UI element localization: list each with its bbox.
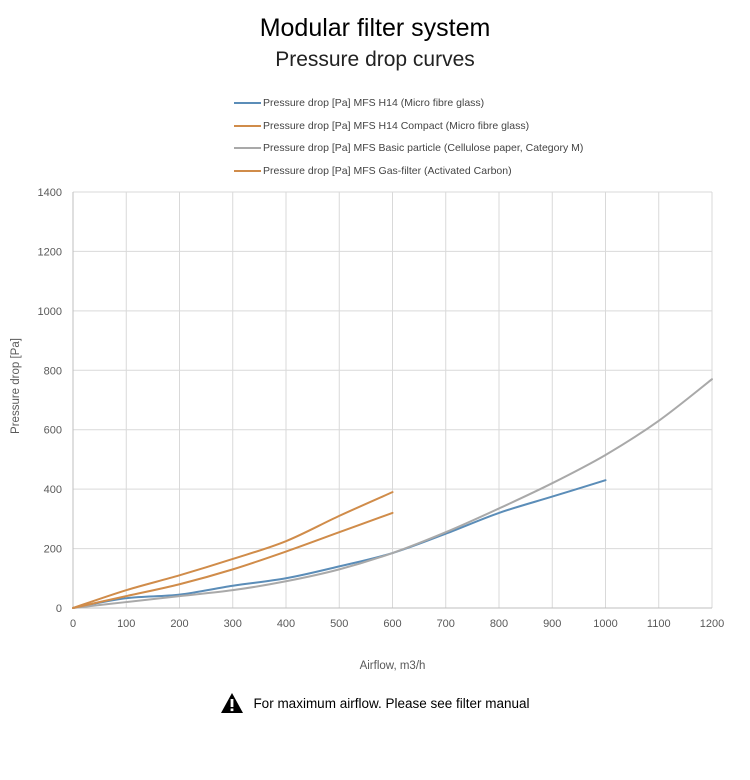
x-tick-label: 600 [383,618,401,630]
y-tick-label: 400 [44,484,62,496]
x-tick-label: 300 [224,618,242,630]
y-axis-title: Pressure drop [Pa] [10,338,22,434]
legend-swatch [234,169,261,172]
airflow-note: For maximum airflow. Please see filter m… [0,692,750,714]
series-line-mfs-h14-compact [72,491,394,609]
note-text: For maximum airflow. Please see filter m… [253,695,530,711]
axes: 0 100 200 300 400 500 600 700 800 900 1000 1100 1200… [10,187,724,672]
x-tick-label: 100 [117,618,135,630]
chart-subtitle: Pressure drop curves [275,48,475,71]
x-tick-label: 1200 [700,618,724,630]
y-tick-label: 1400 [38,187,62,199]
x-tick-label: 500 [330,618,348,630]
y-tick-label: 600 [44,425,62,437]
x-tick-label: 400 [277,618,295,630]
y-tick-label: 1200 [38,246,62,258]
legend-item-gas-filter: Pressure drop [Pa] MFS Gas-filter (Activ… [234,160,583,183]
legend-swatch [234,147,261,150]
legend-swatch [234,124,261,127]
x-tick-label: 1100 [647,618,671,630]
legend: Pressure drop [Pa] MFS H14 (Micro fibre … [234,92,583,182]
legend-label: Pressure drop [Pa] MFS H14 (Micro fibre … [263,97,485,110]
legend-label: Pressure drop [Pa] MFS Basic particle (C… [263,142,584,155]
x-tick-label: 200 [170,618,188,630]
y-tick-label: 800 [44,365,62,377]
x-tick-label: 700 [437,618,455,630]
y-tick-label: 1000 [38,306,62,318]
series-line-mfs-h14 [72,479,607,609]
series-line-mfs-basic-particle [72,378,713,609]
y-tick-label: 200 [44,544,62,556]
y-tick-label: 0 [56,603,62,615]
legend-item-h14: Pressure drop [Pa] MFS H14 (Micro fibre … [234,92,583,115]
x-tick-label: 1000 [593,618,617,630]
x-axis-title: Airflow, m3/h [360,660,426,672]
chart-title: Modular filter system [259,14,491,42]
series-line-mfs-gas-filter [72,511,394,609]
legend-swatch [234,102,261,105]
x-tick-label: 800 [490,618,508,630]
legend-label: Pressure drop [Pa] MFS Gas-filter (Activ… [263,164,512,177]
legend-label: Pressure drop [Pa] MFS H14 Compact (Micr… [263,119,530,132]
x-tick-label: 900 [543,618,561,630]
x-tick-label: 0 [70,618,76,630]
grid-lines [72,191,713,609]
legend-item-basic-particle: Pressure drop [Pa] MFS Basic particle (C… [234,137,583,160]
legend-item-h14-compact: Pressure drop [Pa] MFS H14 Compact (Micr… [234,115,583,138]
series-layer [72,378,713,609]
warning-icon [221,693,244,713]
